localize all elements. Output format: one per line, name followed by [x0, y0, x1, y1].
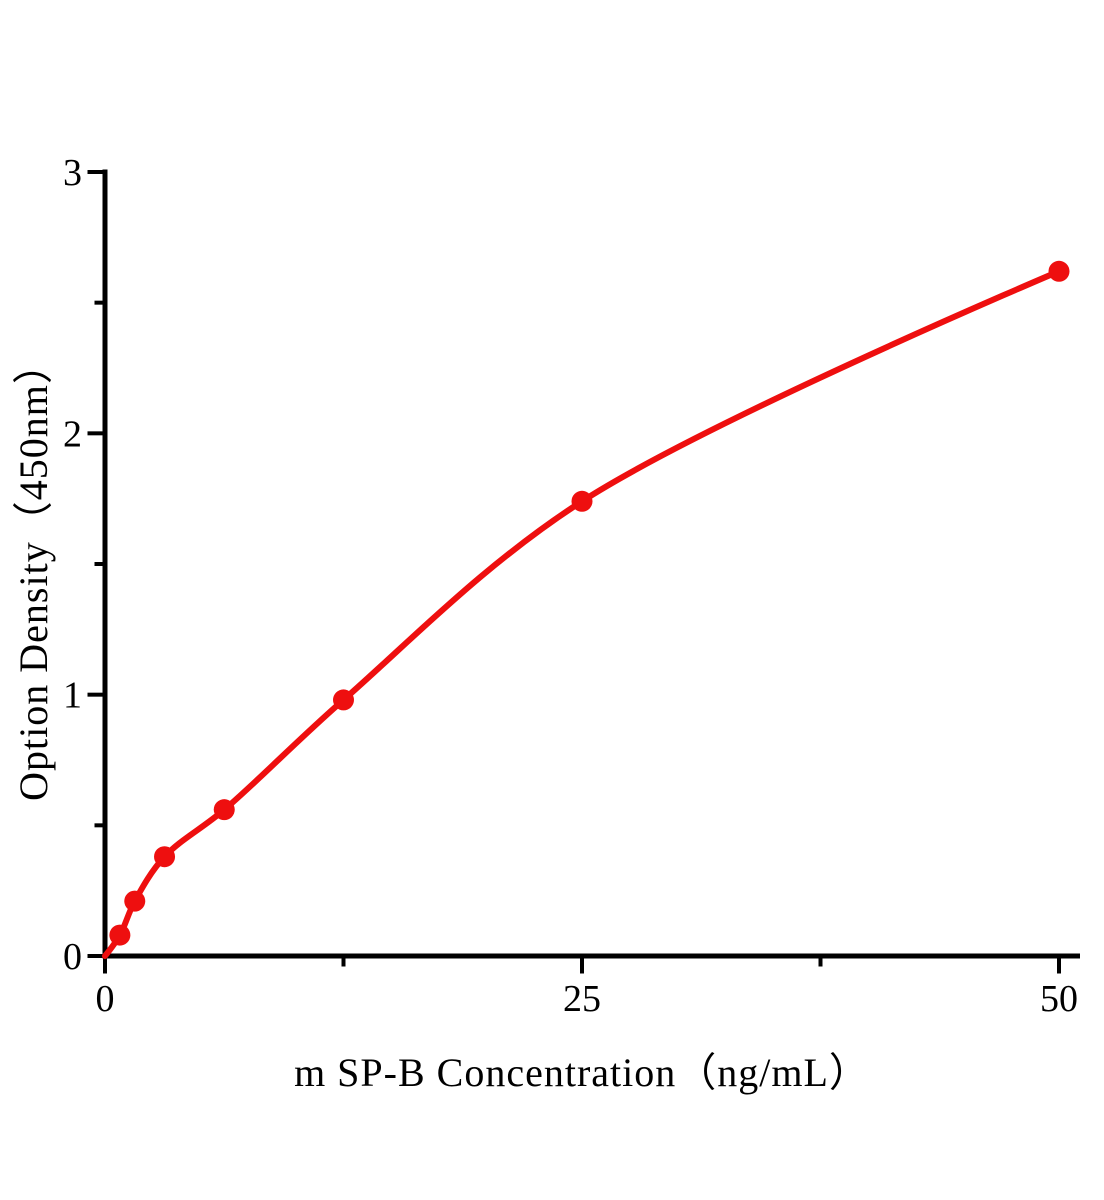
- data-point: [333, 689, 354, 711]
- data-point: [1048, 260, 1070, 282]
- y-tick-label: 3: [63, 152, 82, 194]
- data-point: [213, 799, 235, 821]
- y-tick-label: 2: [63, 413, 82, 455]
- y-axis-title: Option Density（450nm）: [11, 343, 56, 801]
- data-point: [571, 490, 593, 512]
- x-axis-title: m SP-B Concentration（ng/mL）: [294, 1050, 870, 1095]
- y-tick-label: 0: [63, 936, 82, 978]
- x-tick-label: 50: [1040, 978, 1078, 1020]
- fit-curve: [102, 268, 1062, 959]
- data-point: [109, 924, 131, 946]
- y-tick-label: 1: [63, 675, 82, 717]
- data-point: [154, 846, 176, 868]
- data-point: [124, 890, 146, 912]
- x-tick-label: 0: [96, 978, 115, 1020]
- x-tick-label: 25: [563, 978, 601, 1020]
